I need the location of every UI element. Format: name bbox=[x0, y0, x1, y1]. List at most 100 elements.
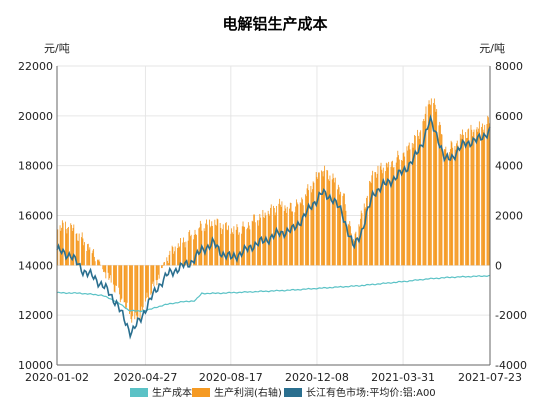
profit-bar bbox=[231, 232, 233, 266]
profit-bar bbox=[386, 163, 388, 266]
profit-bar bbox=[427, 104, 429, 266]
profit-bar bbox=[179, 246, 181, 266]
axes bbox=[56, 66, 491, 366]
profit-bar bbox=[344, 193, 345, 266]
profit-bar bbox=[76, 233, 78, 266]
profit-bar bbox=[318, 172, 320, 266]
profit-bar bbox=[273, 205, 274, 266]
profit-bar bbox=[260, 217, 261, 266]
profit-bar bbox=[116, 265, 117, 286]
profit-bar bbox=[251, 220, 253, 266]
profit-bar bbox=[409, 149, 411, 266]
profit-bar bbox=[252, 221, 254, 266]
aluminum-price-line bbox=[56, 114, 491, 340]
profit-bar bbox=[382, 167, 384, 266]
legend: 生产成本 生产利润(右轴) 长江有色市场:平均价:铝:A00 bbox=[130, 386, 436, 399]
profit-bar bbox=[439, 121, 441, 266]
profit-bar bbox=[363, 203, 365, 266]
profit-bar bbox=[387, 167, 389, 266]
profit-bar bbox=[141, 265, 143, 311]
profit-bar bbox=[401, 160, 403, 266]
profit-bar bbox=[371, 175, 373, 266]
left-tick-label: 18000 bbox=[18, 160, 53, 173]
profit-bar bbox=[422, 121, 424, 266]
profit-bar bbox=[81, 232, 83, 266]
profit-bar bbox=[246, 229, 248, 266]
profit-bar bbox=[164, 261, 165, 266]
profit-bar bbox=[424, 120, 425, 266]
profit-bar bbox=[350, 226, 351, 266]
profit-bar bbox=[140, 265, 142, 312]
profit-bar bbox=[65, 229, 67, 266]
profit-bar bbox=[484, 124, 486, 266]
profit-bar bbox=[238, 234, 239, 266]
profit-bar bbox=[70, 223, 72, 266]
profit-bar bbox=[198, 228, 200, 266]
profit-bar bbox=[190, 236, 191, 266]
profit-bar bbox=[87, 244, 88, 266]
profit-bar bbox=[100, 264, 101, 266]
profit-bar bbox=[388, 161, 390, 266]
profit-bar bbox=[425, 106, 427, 266]
profit-bar bbox=[189, 230, 191, 266]
profit-bar bbox=[321, 171, 323, 266]
profit-bar bbox=[323, 171, 325, 266]
profit-bar bbox=[166, 257, 168, 266]
profit-bar bbox=[238, 232, 240, 266]
profit-bar bbox=[418, 138, 420, 266]
profit-bar bbox=[86, 250, 88, 266]
profit-bar bbox=[222, 229, 223, 266]
profit-bar bbox=[466, 137, 468, 266]
profit-bar bbox=[312, 181, 314, 266]
profit-bar bbox=[292, 211, 294, 266]
profit-bar bbox=[92, 250, 94, 266]
profit-bar bbox=[220, 227, 222, 266]
x-tick-label: 2021-07-23 bbox=[458, 371, 522, 384]
profit-bar bbox=[84, 242, 85, 266]
profit-bar bbox=[203, 228, 205, 266]
profit-bar bbox=[353, 240, 355, 266]
profit-bar bbox=[295, 199, 297, 266]
profit-bar bbox=[459, 133, 461, 266]
x-tick-label: 2020-01-02 bbox=[25, 371, 89, 384]
profit-bar bbox=[113, 265, 115, 292]
profit-bar bbox=[281, 201, 283, 266]
profit-bar bbox=[109, 265, 111, 279]
profit-bar bbox=[472, 132, 474, 266]
profit-bar bbox=[446, 153, 447, 266]
profit-bar bbox=[391, 161, 393, 266]
profit-bar bbox=[412, 147, 414, 266]
profit-bar bbox=[433, 103, 435, 266]
profit-bar bbox=[311, 192, 313, 266]
profit-bar bbox=[152, 265, 154, 282]
profit-bar bbox=[230, 233, 232, 266]
left-tick-label: 10000 bbox=[18, 359, 53, 372]
profit-bar bbox=[169, 250, 171, 266]
profit-bar bbox=[129, 265, 131, 312]
right-tick-label: -4000 bbox=[495, 359, 527, 372]
profit-bar bbox=[445, 146, 447, 266]
profit-bar bbox=[462, 129, 464, 266]
profit-bar bbox=[311, 189, 313, 266]
profit-bar bbox=[393, 166, 395, 266]
profit-bar bbox=[481, 126, 483, 266]
profit-bar bbox=[470, 124, 472, 266]
profit-bar bbox=[356, 237, 358, 266]
profit-bar bbox=[443, 149, 445, 266]
profit-bar bbox=[354, 233, 356, 266]
profit-bar bbox=[406, 146, 408, 266]
profit-bar bbox=[297, 204, 299, 266]
profit-bar bbox=[119, 265, 121, 303]
profit-bar bbox=[342, 195, 344, 266]
profit-bar bbox=[359, 226, 361, 266]
profit-bar bbox=[467, 129, 469, 266]
profit-bar bbox=[300, 203, 302, 266]
profit-bar bbox=[61, 227, 63, 266]
profit-bar bbox=[93, 248, 95, 266]
profit-bar bbox=[344, 204, 346, 266]
legend-item: 生产利润(右轴) bbox=[192, 386, 282, 399]
profit-bar bbox=[345, 210, 347, 266]
left-tick-label: 22000 bbox=[18, 60, 53, 73]
profit-bar bbox=[452, 147, 454, 266]
x-tick-label: 2020-08-17 bbox=[199, 371, 263, 384]
